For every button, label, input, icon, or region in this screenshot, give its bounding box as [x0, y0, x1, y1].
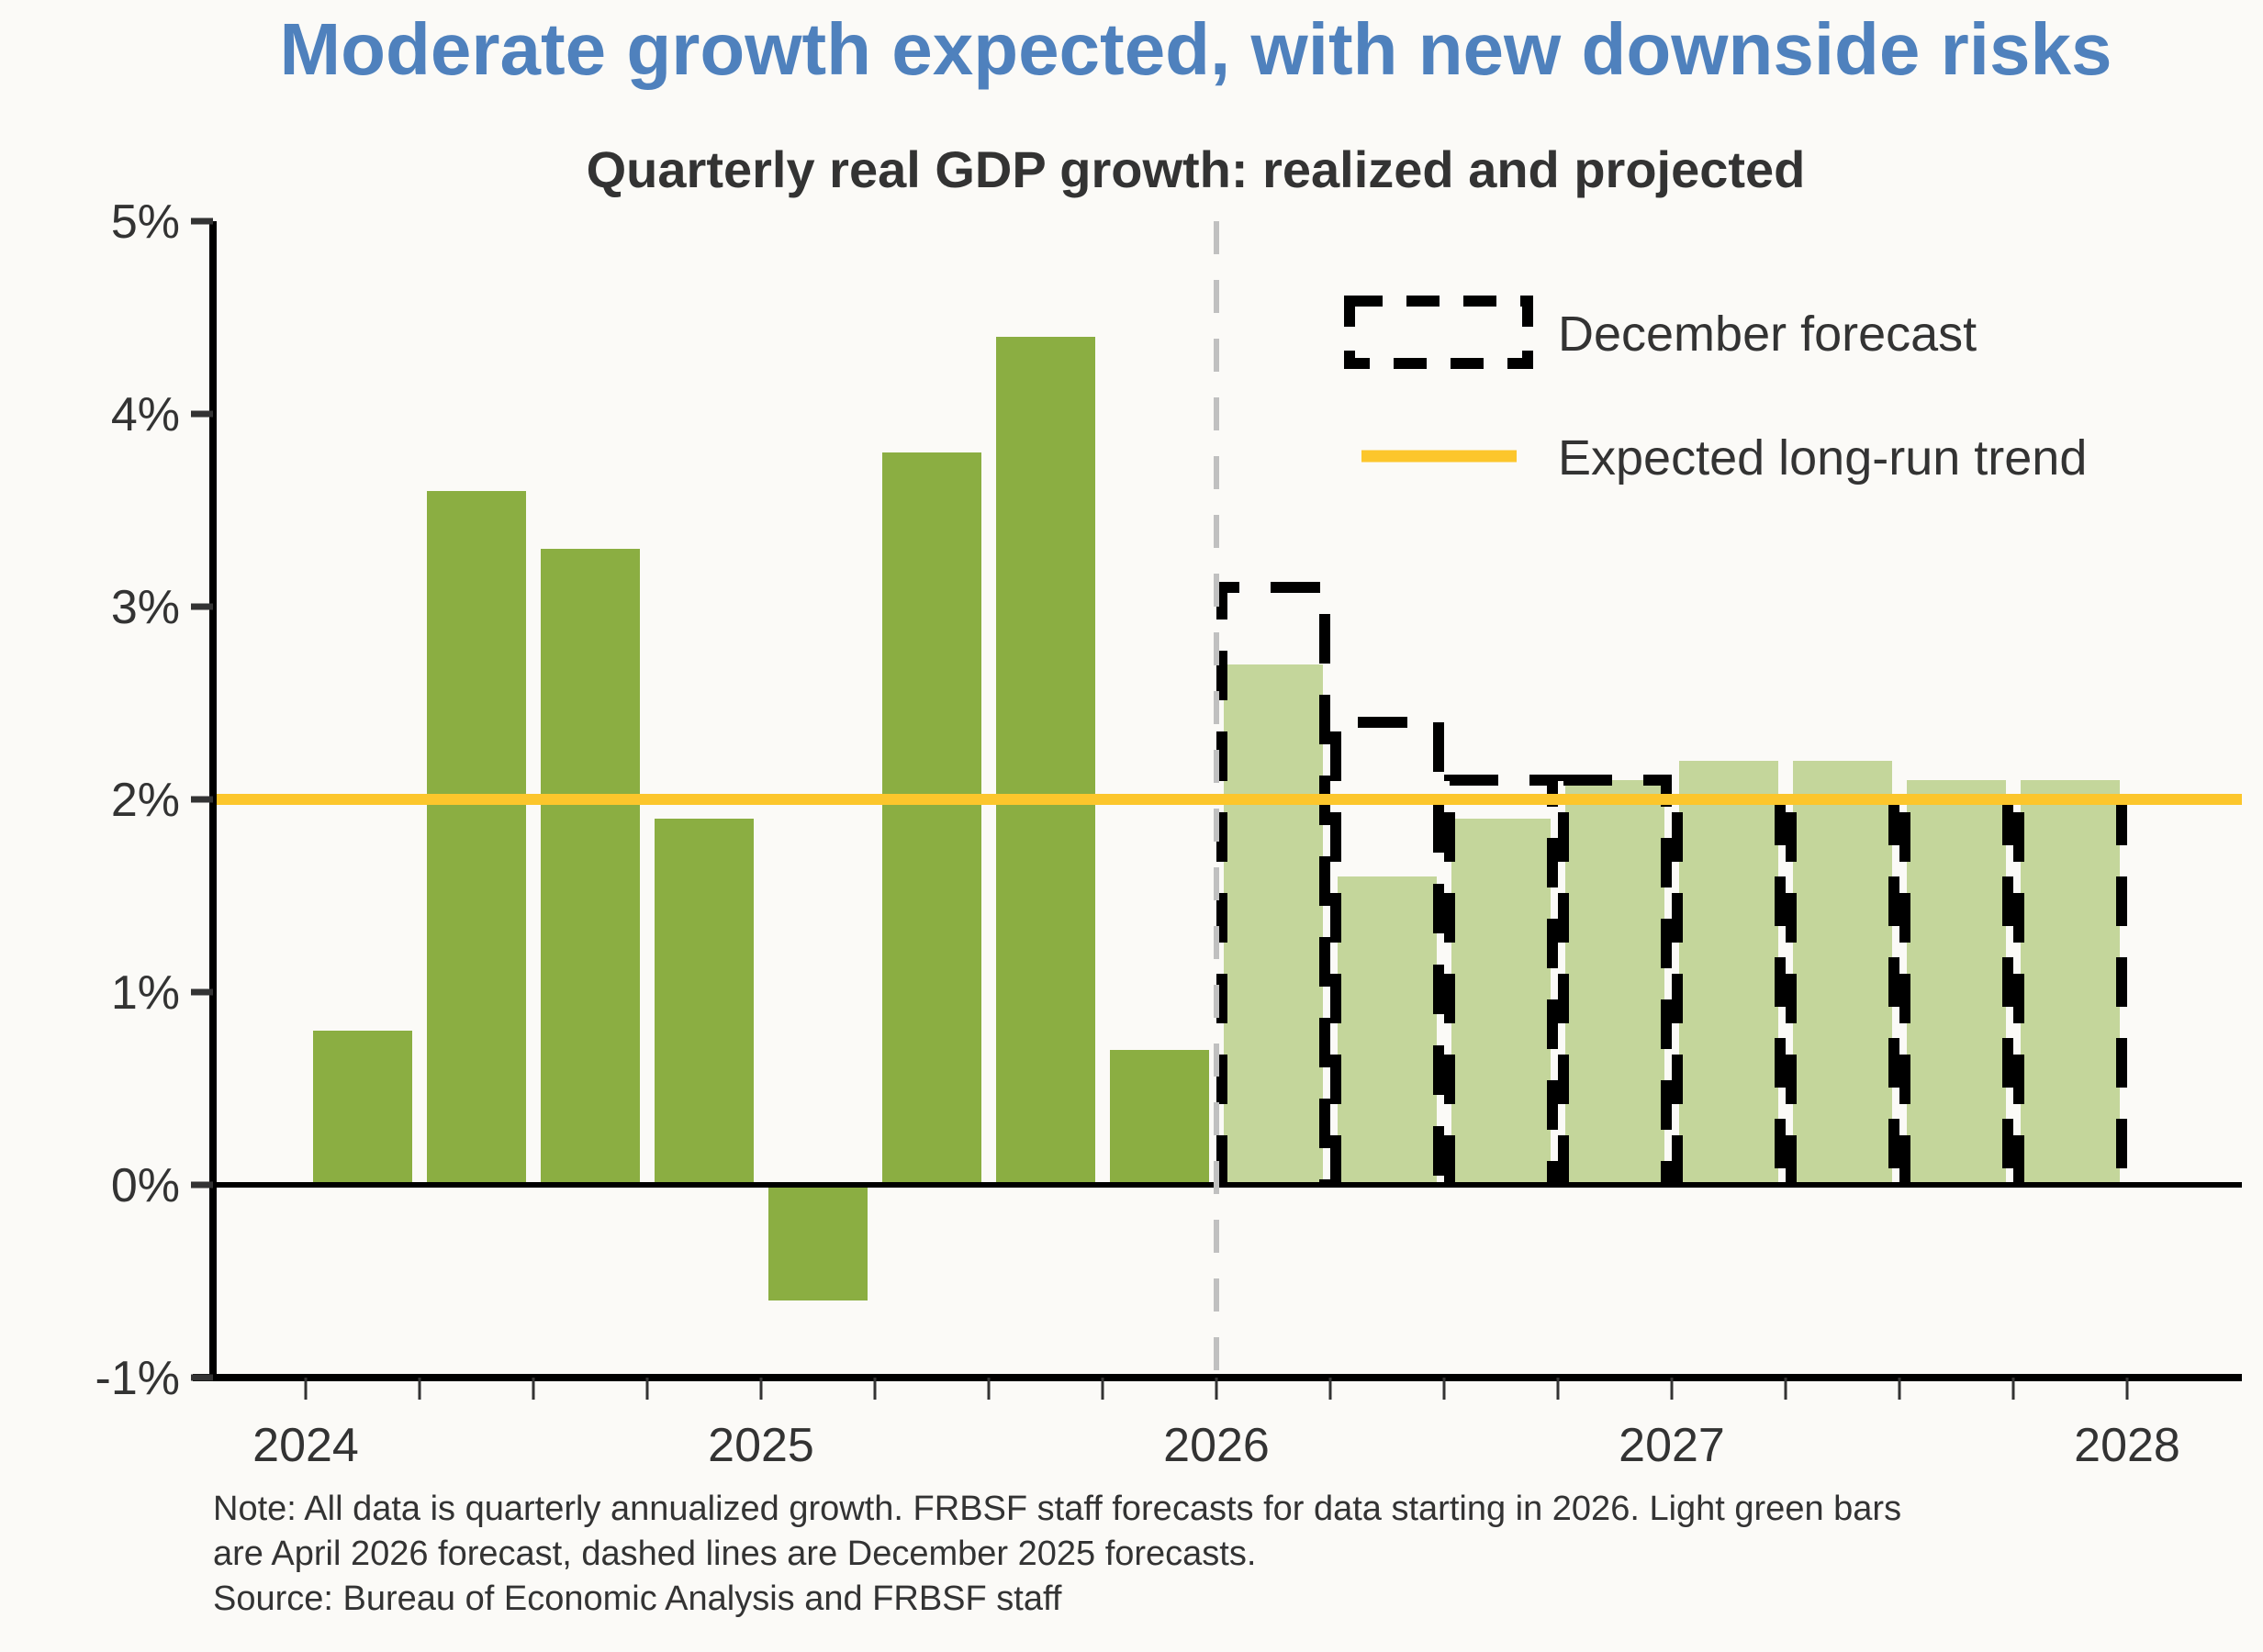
- bar-projected-2026Q4: [1565, 780, 1664, 1185]
- bar-realized-2025Q2: [882, 452, 981, 1185]
- y-tick-label: 4%: [111, 388, 180, 441]
- bar-projected-2027Q1: [1679, 761, 1778, 1185]
- y-tick-label: 2%: [111, 774, 180, 827]
- bar-realized-2024Q1: [313, 1031, 412, 1185]
- note-line-1: Note: All data is quarterly annualized g…: [213, 1490, 1902, 1528]
- dec-forecast-2026Q3: [1444, 775, 1558, 1185]
- y-tick-label: 0%: [111, 1159, 180, 1212]
- bar-projected-2026Q2: [1338, 876, 1437, 1185]
- chart-subtitle: Quarterly real GDP growth: realized and …: [586, 140, 1806, 198]
- bar-projected-2026Q3: [1451, 819, 1551, 1185]
- bar-projected-2027Q2: [1793, 761, 1892, 1185]
- bar-realized-2024Q2: [427, 491, 526, 1185]
- legend: December forecast Expected long-run tren…: [1344, 296, 2087, 486]
- legend-dec-forecast-label: December forecast: [1558, 307, 1977, 362]
- x-tick-label-2024: 2024: [252, 1419, 359, 1472]
- legend-trend-label: Expected long-run trend: [1558, 430, 2087, 486]
- source-line: Source: Bureau of Economic Analysis and …: [213, 1579, 1062, 1618]
- bar-projected-2027Q3: [1907, 780, 2006, 1185]
- bar-realized-2025Q1: [768, 1185, 868, 1300]
- bar-realized-2024Q4: [655, 819, 754, 1185]
- reference-lines-layer: [217, 221, 2242, 1378]
- bar-projected-2027Q4: [2021, 780, 2120, 1185]
- legend-dec-forecast-swatch: [1344, 296, 1533, 369]
- x-tick-label-2026: 2026: [1163, 1419, 1270, 1472]
- y-tick-label: 1%: [111, 966, 180, 1020]
- dec-forecast-2026Q2: [1330, 717, 1444, 1185]
- chart-title: Moderate growth expected, with new downs…: [279, 8, 2112, 90]
- y-tick-label: 5%: [111, 195, 180, 249]
- dec-forecast-2026Q4: [1558, 775, 1672, 1185]
- y-tick-label: 3%: [111, 581, 180, 634]
- note-line-2: are April 2026 forecast, dashed lines ar…: [213, 1535, 1257, 1573]
- bars-layer: [313, 337, 2120, 1300]
- x-tick-label-2028: 2028: [2074, 1419, 2180, 1472]
- x-tick-label-2027: 2027: [1619, 1419, 1725, 1472]
- dashed-box-icon: [1344, 296, 1533, 369]
- y-tick-label: -1%: [95, 1352, 180, 1405]
- x-tick-label-2025: 2025: [708, 1419, 814, 1472]
- tick-labels-layer: -1% 0% 1% 2% 3% 4% 5% 2024 2025 2026 2027 2028: [95, 195, 2180, 1472]
- axes-layer: [191, 218, 2242, 1400]
- bar-realized-2025Q4: [1110, 1050, 1209, 1185]
- bar-realized-2024Q3: [541, 549, 640, 1185]
- dec-forecast-2026Q1: [1216, 582, 1330, 1185]
- notes-block: Note: All data is quarterly annualized g…: [213, 1487, 1901, 1622]
- bar-projected-2026Q1: [1224, 664, 1323, 1185]
- bar-realized-2025Q3: [996, 337, 1095, 1185]
